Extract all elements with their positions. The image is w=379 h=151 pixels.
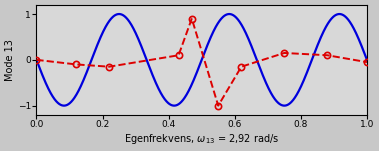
- X-axis label: Egenfrekvens, $\omega_{13}$ = 2,92 rad/s: Egenfrekvens, $\omega_{13}$ = 2,92 rad/s: [124, 132, 279, 146]
- Y-axis label: Mode 13: Mode 13: [5, 39, 15, 81]
